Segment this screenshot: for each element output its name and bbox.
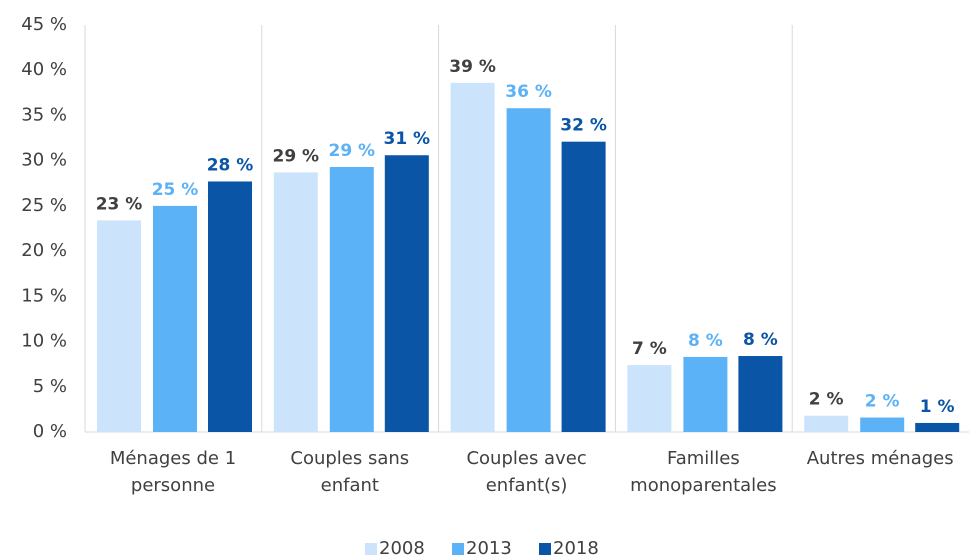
- bar: [97, 220, 141, 432]
- bar: [627, 365, 672, 432]
- legend-label: 2008: [379, 538, 425, 559]
- bar: [384, 155, 429, 433]
- data-label: 29 %: [328, 141, 375, 161]
- y-tick-label: 45 %: [21, 14, 67, 35]
- data-label: 29 %: [272, 146, 319, 166]
- data-label: 36 %: [505, 82, 552, 102]
- data-label: 25 %: [152, 180, 199, 200]
- data-label: 39 %: [449, 57, 496, 77]
- y-tick-label: 5 %: [33, 376, 67, 397]
- bar: [450, 82, 495, 432]
- y-tick-label: 30 %: [21, 150, 67, 171]
- data-label: 31 %: [383, 129, 430, 149]
- legend-swatch: [365, 543, 377, 555]
- data-label: 2 %: [809, 390, 844, 410]
- x-tick-label: Couples sans enfant: [290, 448, 410, 496]
- y-tick-label: 10 %: [21, 331, 67, 352]
- data-label: 1 %: [920, 397, 955, 417]
- x-tick-label: Ménages de 1 personne: [109, 448, 237, 496]
- data-label: 28 %: [207, 155, 254, 175]
- bar: [804, 415, 849, 432]
- y-tick-label: 25 %: [21, 195, 67, 216]
- y-tick-label: 0 %: [33, 421, 67, 442]
- legend-label: 2013: [466, 538, 512, 559]
- data-label: 7 %: [632, 339, 667, 359]
- data-label: 8 %: [688, 331, 723, 351]
- bar: [506, 108, 551, 432]
- y-tick-label: 15 %: [21, 285, 67, 306]
- y-tick-label: 20 %: [21, 240, 67, 261]
- bar: [683, 356, 728, 432]
- y-tick-label: 35 %: [21, 104, 67, 125]
- bar: [153, 205, 197, 432]
- data-label: 8 %: [743, 330, 778, 350]
- x-tick-label: Couples avec enfant(s): [466, 448, 587, 496]
- bar: [860, 417, 905, 432]
- data-label: 2 %: [865, 392, 900, 412]
- bar: [208, 181, 252, 432]
- x-tick-label: Familles monoparentales: [630, 448, 777, 496]
- bar: [329, 166, 374, 432]
- legend-swatch: [539, 543, 551, 555]
- x-tick-label: Autres ménages: [806, 448, 954, 469]
- data-label: 32 %: [560, 116, 607, 136]
- legend-swatch: [452, 543, 464, 555]
- bar: [273, 172, 318, 432]
- y-tick-label: 40 %: [21, 59, 67, 80]
- bar: [738, 356, 783, 432]
- legend-label: 2018: [553, 538, 599, 559]
- bar: [915, 422, 960, 432]
- bar: [561, 141, 606, 432]
- data-label: 23 %: [96, 194, 143, 214]
